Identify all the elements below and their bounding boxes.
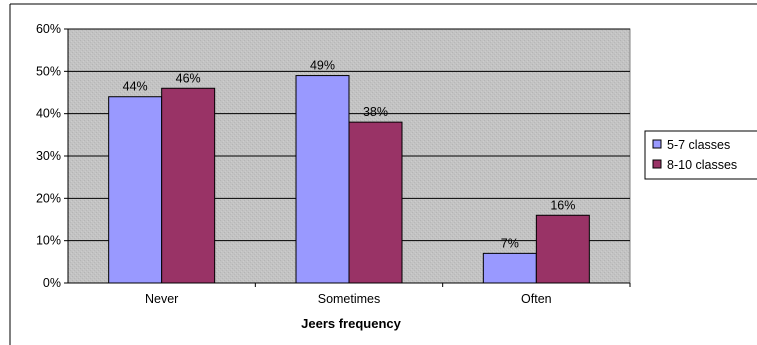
bar-often-series-2 [535, 214, 590, 284]
data-labels: 44% 46% 49% 38% 7% 16% [123, 59, 576, 251]
data-label: 38% [363, 105, 388, 119]
y-axis-ticks: 0% 10% 20% 30% 40% 50% 60% [36, 22, 68, 290]
y-tick-label: 30% [36, 149, 61, 163]
y-tick-label: 0% [43, 276, 61, 290]
x-tick-label: Never [145, 292, 178, 306]
bar-often-series-1 [482, 252, 537, 284]
data-label: 7% [501, 236, 519, 250]
legend-swatch-series-2 [652, 159, 662, 169]
legend-box [644, 130, 757, 180]
data-label: 44% [123, 80, 148, 94]
y-tick-label: 50% [36, 64, 61, 78]
y-tick-label: 40% [36, 107, 61, 121]
x-tick-label: Often [521, 292, 552, 306]
data-label: 16% [550, 198, 575, 212]
y-tick-label: 60% [36, 22, 61, 36]
bar-sometimes-series-2 [348, 121, 403, 284]
bar-never-series-2 [161, 87, 216, 284]
legend: 5-7 classes 8-10 classes [644, 130, 757, 180]
legend-swatch-series-1 [652, 139, 662, 149]
bars [108, 75, 590, 284]
legend-label-series-2: 8-10 classes [667, 158, 737, 172]
x-tick-label: Sometimes [318, 292, 381, 306]
data-label: 46% [176, 71, 201, 85]
y-tick-label: 10% [36, 234, 61, 248]
bar-never-series-1 [108, 96, 163, 284]
x-axis-ticks: Never Sometimes Often [145, 283, 631, 306]
data-label: 49% [310, 59, 335, 73]
legend-label-series-1: 5-7 classes [667, 138, 730, 152]
x-axis-title: Jeers frequency [301, 316, 401, 331]
y-tick-label: 20% [36, 191, 61, 205]
bar-sometimes-series-1 [295, 75, 350, 284]
